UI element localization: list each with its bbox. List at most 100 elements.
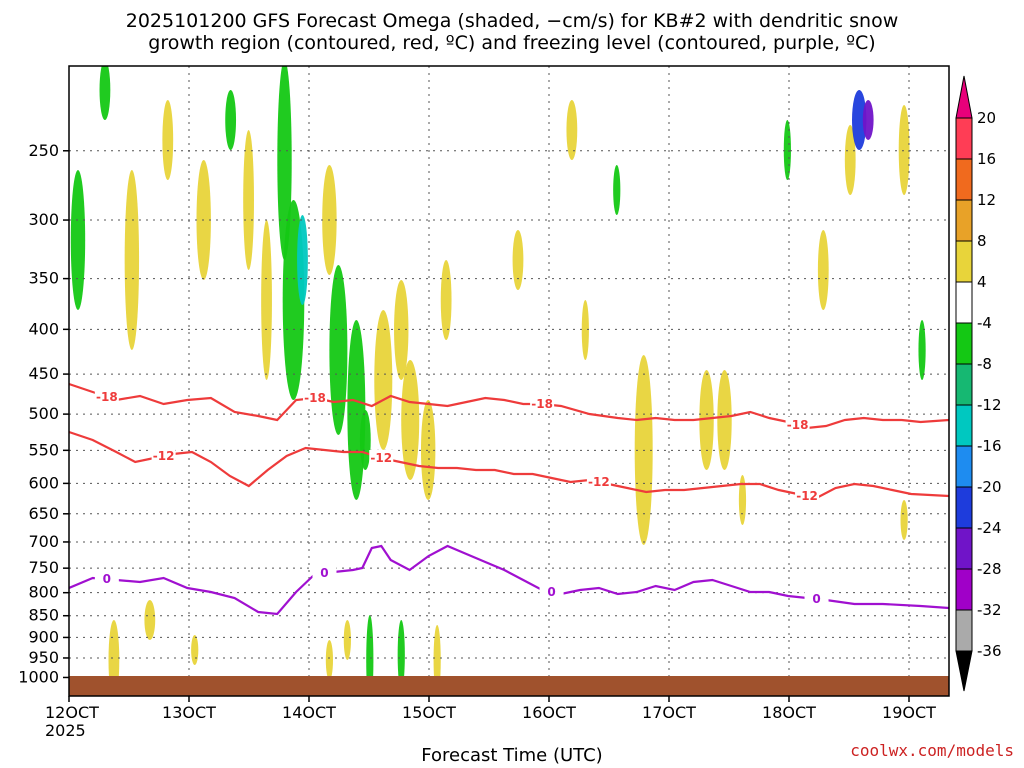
colorbar-label: 12 (977, 191, 996, 209)
omega-cell (297, 215, 308, 305)
colorbar-label: -8 (977, 355, 992, 373)
contour-label--18: -18 (96, 390, 118, 404)
colorbar-label: 16 (977, 150, 996, 168)
omega-cell (918, 320, 926, 380)
contour-lines: -18 -18 -18 -18 -12 -12 -12 -12 0 0 0 0 (69, 382, 949, 616)
colorbar-label: 20 (977, 109, 996, 127)
omega-cell (162, 100, 174, 180)
colorbar-under-arrow (955, 650, 973, 692)
contour-label--12: -12 (153, 449, 175, 463)
contour-label-0: 0 (547, 585, 555, 599)
contour-label--18: -18 (304, 391, 326, 405)
y-tick-label-650: 650 (28, 504, 59, 523)
contour-label-bg (539, 584, 564, 598)
colorbar-label: 8 (977, 232, 987, 250)
contour-label-bg (530, 396, 555, 410)
contour-label-bg (785, 417, 810, 431)
colorbar-swatch (955, 158, 973, 201)
omega-cell (844, 125, 856, 195)
contour-label-bg (312, 565, 337, 579)
contour-label--12: -12 (796, 489, 818, 503)
y-tick-label-850: 850 (28, 606, 59, 625)
y-tick-label-250: 250 (28, 141, 59, 160)
y-tick-label-550: 550 (28, 440, 59, 459)
chart-title-line1: 2025101200 GFS Forecast Omega (shaded, −… (125, 10, 899, 32)
y-tick-label-800: 800 (28, 583, 59, 602)
omega-cell (420, 400, 436, 500)
omega-cell (699, 370, 714, 470)
y-tick-label-1000: 1000 (18, 667, 59, 686)
omega-cell (343, 620, 351, 660)
contour-label-bg (795, 488, 820, 502)
x-tick-label-14OCT: 14OCT (282, 703, 336, 722)
x-tick-label-17OCT: 17OCT (642, 703, 696, 722)
y-tick-label-600: 600 (28, 473, 59, 492)
contour-label--12: -12 (588, 475, 610, 489)
omega-cell (717, 370, 732, 470)
x-tick-label-13OCT: 13OCT (162, 703, 216, 722)
colorbar-label: 4 (977, 273, 987, 291)
omega-cell (243, 130, 254, 270)
omega-cell (124, 170, 140, 350)
omega-cell (738, 475, 747, 525)
plot-frame (68, 65, 950, 697)
omega-cell (581, 300, 589, 360)
contour-label-0: 0 (320, 566, 328, 580)
y-tick-label-350: 350 (28, 269, 59, 288)
y-tick-label-300: 300 (28, 210, 59, 229)
colorbar-swatch (955, 404, 973, 447)
contour-label--18: -18 (531, 397, 553, 411)
colorbar-swatch (955, 527, 973, 570)
x-axis-label: Forecast Time (UTC) (421, 745, 603, 766)
colorbar-label: -36 (977, 642, 1002, 660)
colorbar-over-arrow (955, 75, 973, 119)
omega-cell (191, 635, 199, 665)
contour--12 (69, 430, 949, 500)
colorbar-label: -16 (977, 437, 1002, 455)
colorbar-swatch (955, 199, 973, 242)
omega-cell (359, 410, 371, 470)
omega-cell (898, 105, 910, 195)
colorbar-label: -12 (977, 396, 1002, 414)
contour-label-bg (94, 571, 119, 586)
omega-cell (366, 615, 374, 696)
contour-label-bg (586, 474, 611, 488)
colorbar-swatch (955, 568, 973, 611)
omega-cell (261, 220, 272, 380)
colorbar-swatch (955, 445, 973, 488)
terrain-fill (69, 676, 949, 696)
y-tick-label-950: 950 (28, 648, 59, 667)
contour-label-bg (369, 450, 394, 464)
colorbar-swatch (955, 363, 973, 406)
colorbar-swatch (955, 322, 973, 365)
omega-cell (852, 90, 867, 150)
contour-label--12: -12 (370, 451, 392, 465)
omega-cell (783, 120, 791, 180)
contour-label--18: -18 (787, 418, 809, 432)
contour-label-bg (94, 388, 119, 403)
contour-label-bg (151, 448, 176, 462)
omega-cell (566, 100, 578, 160)
x-tick-label-15OCT: 15OCT (402, 703, 456, 722)
omega-cell (70, 170, 86, 310)
colorbar-label: -4 (977, 314, 992, 332)
contour-label-0: 0 (103, 572, 111, 586)
colorbar-swatch (955, 609, 973, 652)
contour-label-0: 0 (812, 592, 820, 606)
credit-link[interactable]: coolwx.com/models (850, 741, 1014, 760)
x-tick-label-19OCT: 19OCT (882, 703, 936, 722)
omega-cell (325, 640, 334, 680)
y-tick-label-750: 750 (28, 558, 59, 577)
x-tick-label-18OCT: 18OCT (762, 703, 816, 722)
omega-cell (329, 265, 348, 435)
omega-cell (144, 600, 156, 640)
colorbar-swatch (955, 281, 973, 324)
omega-cell (440, 260, 452, 340)
y-axis: 250 300 350 400 450 500 550 600 650 700 750 800 850 9… (18, 141, 69, 686)
chart-title-line2: growth region (contoured, red, ºC) and f… (148, 32, 876, 54)
omega-cell (99, 66, 111, 120)
omega-cell (900, 500, 908, 540)
contour-label-bg (804, 591, 829, 605)
